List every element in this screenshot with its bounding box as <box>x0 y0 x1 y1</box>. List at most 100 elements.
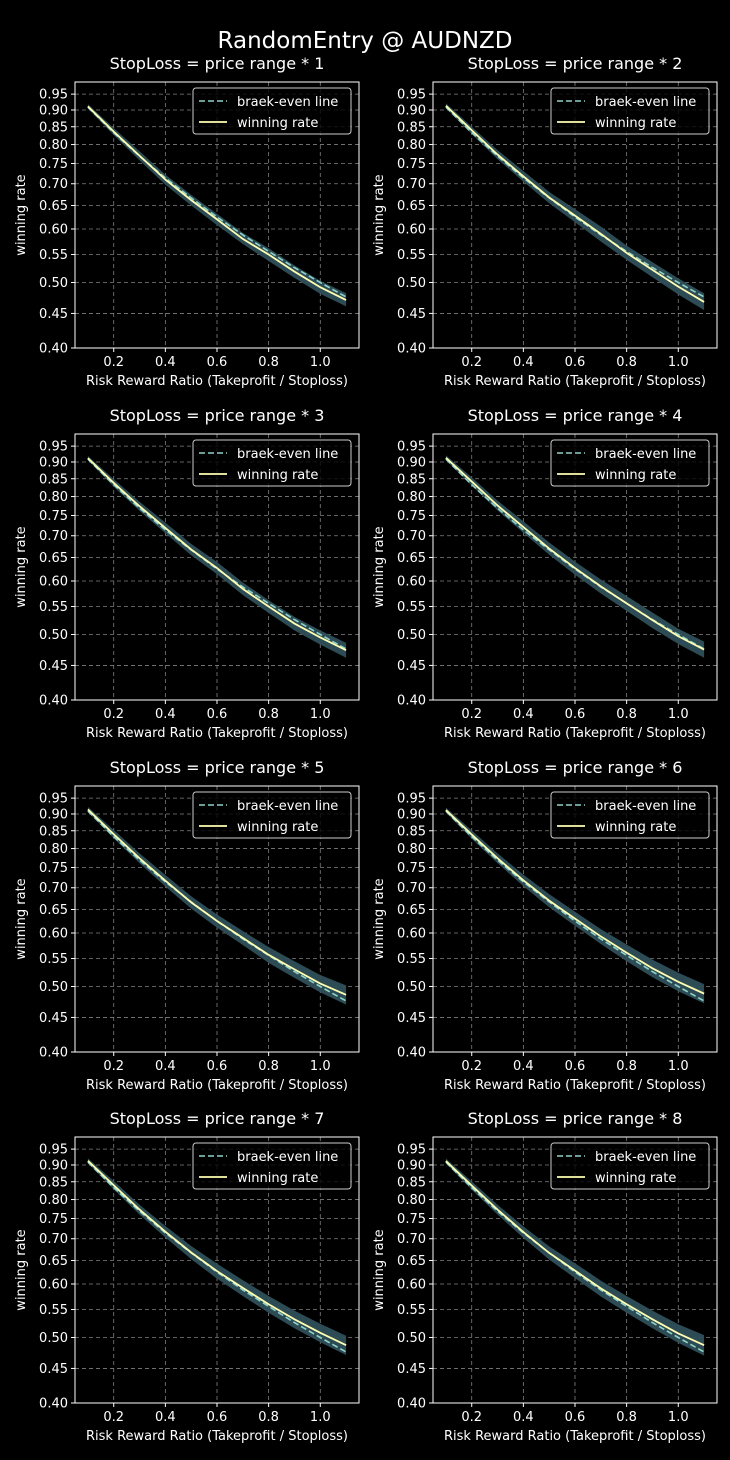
x-tick-label: 0.4 <box>155 1059 176 1074</box>
winning-rate-confidence-band <box>445 1158 705 1356</box>
legend: braek-even line winning rate <box>192 439 352 487</box>
y-axis-label: winning rate <box>372 1229 387 1310</box>
y-axis-label: winning rate <box>14 526 29 607</box>
y-tick-label: 0.75 <box>39 157 68 172</box>
y-tick-label: 0.75 <box>397 157 426 172</box>
x-tick-label: 0.2 <box>103 355 124 370</box>
legend: braek-even line winning rate <box>192 87 352 135</box>
y-tick-label: 0.95 <box>397 88 426 103</box>
axes-frame <box>74 785 360 1053</box>
winning-rate-confidence-band <box>445 455 705 658</box>
legend: braek-even line winning rate <box>550 87 710 135</box>
y-tick-label: 0.45 <box>397 307 426 322</box>
x-tick-label: 0.2 <box>103 707 124 722</box>
y-tick-label: 0.65 <box>39 551 68 566</box>
y-tick-label: 0.85 <box>397 120 426 135</box>
panel-title: StopLoss = price range * 4 <box>468 406 683 425</box>
y-tick-label: 0.95 <box>39 440 68 455</box>
x-axis-label: Risk Reward Ratio (Takeprofit / Stoploss… <box>444 726 706 741</box>
legend-breakeven-label: braek-even line <box>595 447 696 462</box>
legend-winning-rate-label: winning rate <box>595 1171 676 1186</box>
legend-winning-rate-label: winning rate <box>237 116 318 131</box>
y-tick-label: 0.60 <box>397 574 426 589</box>
legend-box <box>550 1142 710 1190</box>
winning-rate-confidence-band <box>87 1158 347 1356</box>
winning-rate-line <box>445 457 705 651</box>
y-tick-label: 0.65 <box>39 903 68 918</box>
x-tick-label: 0.6 <box>207 707 228 722</box>
x-tick-label: 0.6 <box>565 1410 586 1425</box>
x-tick-label: 0.4 <box>513 355 534 370</box>
legend: braek-even line winning rate <box>550 1142 710 1190</box>
x-axis-label: Risk Reward Ratio (Takeprofit / Stoploss… <box>86 1429 348 1444</box>
y-tick-label: 0.55 <box>397 600 426 615</box>
legend-breakeven-label: braek-even line <box>237 799 338 814</box>
y-tick-label: 0.70 <box>39 529 68 544</box>
axes-frame <box>432 433 718 701</box>
y-tick-label: 0.40 <box>397 1397 426 1412</box>
winning-rate-line <box>87 457 347 651</box>
axes-frame <box>432 785 718 1053</box>
winning-rate-line <box>87 1160 347 1347</box>
breakeven-line <box>445 106 705 298</box>
panel-title: StopLoss = price range * 2 <box>468 54 683 73</box>
x-tick-label: 0.4 <box>155 1410 176 1425</box>
y-tick-label: 0.45 <box>397 659 426 674</box>
x-tick-label: 0.8 <box>258 1059 279 1074</box>
y-tick-label: 0.40 <box>39 694 68 709</box>
y-tick-label: 0.60 <box>39 926 68 941</box>
legend-winning-rate-label: winning rate <box>237 468 318 483</box>
y-tick-label: 0.70 <box>39 1232 68 1247</box>
y-tick-label: 0.60 <box>397 1277 426 1292</box>
y-tick-label: 0.70 <box>397 1232 426 1247</box>
y-tick-label: 0.80 <box>397 842 426 857</box>
y-tick-label: 0.70 <box>39 177 68 192</box>
legend-breakeven-label: braek-even line <box>237 95 338 110</box>
y-tick-label: 0.90 <box>397 807 426 822</box>
axes-frame <box>74 1136 360 1404</box>
x-tick-label: 0.8 <box>258 1410 279 1425</box>
x-tick-label: 0.4 <box>155 355 176 370</box>
y-tick-label: 0.50 <box>397 628 426 643</box>
panel-title: StopLoss = price range * 1 <box>110 54 325 73</box>
x-tick-label: 1.0 <box>668 1059 689 1074</box>
legend-box <box>192 1142 352 1190</box>
y-tick-label: 0.75 <box>39 861 68 876</box>
y-axis-label: winning rate <box>14 878 29 959</box>
winning-rate-confidence-band <box>87 104 347 307</box>
winning-rate-line <box>445 1160 705 1347</box>
y-tick-label: 0.75 <box>39 509 68 524</box>
y-tick-label: 0.80 <box>39 490 68 505</box>
breakeven-line <box>87 1161 347 1353</box>
subplot-1: StopLoss = price range * 1 0.2 0.4 0.6 0.8 1.… <box>14 54 360 389</box>
winning-rate-line <box>445 105 705 303</box>
winning-rate-confidence-band <box>445 103 705 311</box>
y-tick-label: 0.55 <box>397 1303 426 1318</box>
y-tick-label: 0.90 <box>39 455 68 470</box>
y-axis-label: winning rate <box>372 526 387 607</box>
y-tick-label: 0.90 <box>39 1158 68 1173</box>
y-tick-label: 0.95 <box>39 792 68 807</box>
y-tick-label: 0.60 <box>39 222 68 237</box>
subplot-4: StopLoss = price range * 4 0.2 0.4 0.6 0.8 1.… <box>372 406 718 741</box>
x-axis-label: Risk Reward Ratio (Takeprofit / Stoploss… <box>444 1078 706 1093</box>
winning-rate-confidence-band <box>445 807 705 1004</box>
winning-rate-line <box>445 809 705 995</box>
y-tick-label: 0.55 <box>39 1303 68 1318</box>
y-tick-label: 0.45 <box>39 307 68 322</box>
panel-title: StopLoss = price range * 7 <box>110 1109 325 1128</box>
y-tick-label: 0.40 <box>39 1397 68 1412</box>
y-tick-label: 0.95 <box>397 792 426 807</box>
y-tick-label: 0.70 <box>397 881 426 896</box>
breakeven-line <box>445 810 705 1002</box>
legend: braek-even line winning rate <box>192 1142 352 1190</box>
x-tick-label: 0.4 <box>513 1059 534 1074</box>
panel-title: StopLoss = price range * 5 <box>110 758 325 777</box>
y-tick-label: 0.60 <box>397 926 426 941</box>
figure-suptitle: RandomEntry @ AUDNZD <box>218 28 513 54</box>
winning-rate-line <box>87 808 347 996</box>
y-tick-label: 0.95 <box>397 440 426 455</box>
x-axis-label: Risk Reward Ratio (Takeprofit / Stoploss… <box>444 1429 706 1444</box>
y-tick-label: 0.75 <box>397 1212 426 1227</box>
x-tick-label: 1.0 <box>310 1059 331 1074</box>
